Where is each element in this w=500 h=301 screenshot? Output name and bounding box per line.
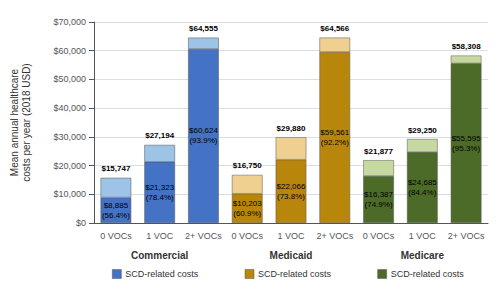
- svg-text:(92.2%): (92.2%): [321, 138, 349, 147]
- svg-text:$40,000: $40,000: [53, 103, 86, 113]
- svg-text:$70,000: $70,000: [53, 17, 86, 27]
- svg-text:$60,624: $60,624: [189, 126, 218, 135]
- svg-text:Medicare: Medicare: [401, 250, 445, 261]
- svg-text:2+ VOCs: 2+ VOCs: [316, 231, 353, 241]
- svg-text:$15,747: $15,747: [101, 164, 130, 173]
- svg-text:$29,880: $29,880: [277, 124, 306, 133]
- svg-text:(84.4%): (84.4%): [408, 188, 436, 197]
- svg-text:SCD-related costs: SCD-related costs: [125, 269, 199, 279]
- svg-text:$10,000: $10,000: [53, 189, 86, 199]
- svg-text:$0: $0: [76, 218, 86, 228]
- svg-text:$29,250: $29,250: [408, 126, 437, 135]
- svg-text:$64,555: $64,555: [189, 24, 218, 33]
- svg-text:Mean annual healthcare: Mean annual healthcare: [9, 68, 20, 176]
- svg-text:1 VOC: 1 VOC: [409, 231, 437, 241]
- svg-text:0 VOCs: 0 VOCs: [100, 231, 132, 241]
- svg-text:$55,595: $55,595: [452, 134, 481, 143]
- svg-text:Medicaid: Medicaid: [270, 250, 313, 261]
- svg-text:0 VOCs: 0 VOCs: [231, 231, 263, 241]
- svg-text:$27,194: $27,194: [145, 131, 174, 140]
- svg-text:1 VOC: 1 VOC: [277, 231, 305, 241]
- svg-text:$64,566: $64,566: [320, 24, 349, 33]
- svg-text:$8,885: $8,885: [104, 201, 129, 210]
- svg-text:costs per year (2018 USD): costs per year (2018 USD): [21, 63, 32, 181]
- svg-text:(56.4%): (56.4%): [102, 211, 130, 220]
- svg-text:$22,066: $22,066: [277, 182, 306, 191]
- svg-text:$59,561: $59,561: [320, 128, 349, 137]
- svg-text:(95.3%): (95.3%): [452, 144, 480, 153]
- svg-text:2+ VOCs: 2+ VOCs: [185, 231, 222, 241]
- svg-text:0 VOCs: 0 VOCs: [363, 231, 395, 241]
- svg-text:$21,323: $21,323: [145, 183, 174, 192]
- svg-text:2+ VOCs: 2+ VOCs: [448, 231, 485, 241]
- svg-text:$30,000: $30,000: [53, 132, 86, 142]
- svg-text:$58,308: $58,308: [452, 42, 481, 51]
- svg-text:(60.9%): (60.9%): [233, 209, 261, 218]
- svg-text:$16,750: $16,750: [233, 161, 262, 170]
- svg-text:$20,000: $20,000: [53, 161, 86, 171]
- svg-text:$21,877: $21,877: [364, 147, 393, 156]
- svg-text:1 VOC: 1 VOC: [146, 231, 174, 241]
- svg-text:$10,203: $10,203: [233, 199, 262, 208]
- svg-text:SCD-related costs: SCD-related costs: [258, 269, 332, 279]
- svg-text:(74.9%): (74.9%): [365, 200, 393, 209]
- svg-text:$24,685: $24,685: [408, 178, 437, 187]
- svg-text:(78.4%): (78.4%): [146, 193, 174, 202]
- svg-text:SCD-related costs: SCD-related costs: [391, 269, 465, 279]
- svg-text:$60,000: $60,000: [53, 46, 86, 56]
- svg-text:(73.8%): (73.8%): [277, 192, 305, 201]
- svg-text:Commercial: Commercial: [131, 250, 188, 261]
- svg-text:(93.9%): (93.9%): [189, 136, 217, 145]
- svg-text:$50,000: $50,000: [53, 74, 86, 84]
- svg-text:$16,387: $16,387: [364, 190, 393, 199]
